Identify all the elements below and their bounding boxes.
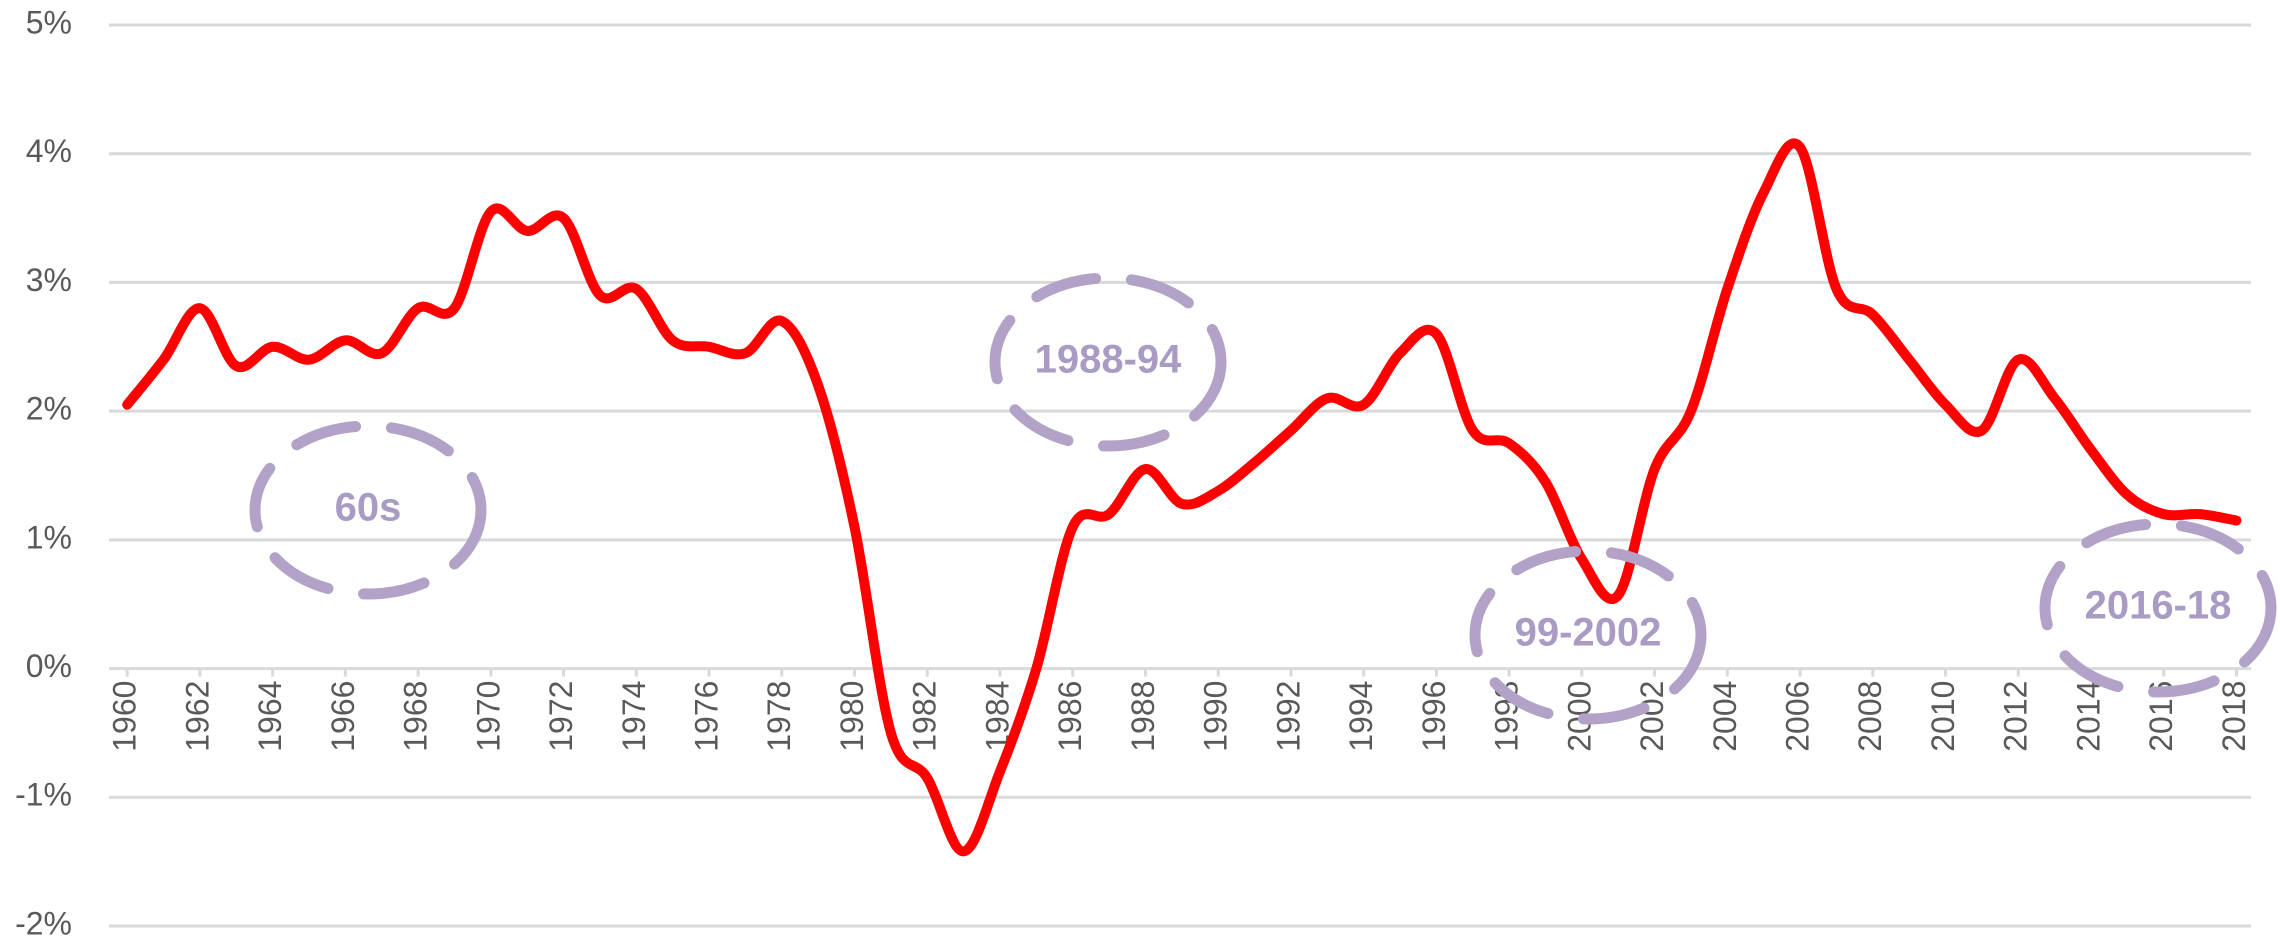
- y-tick-label: 4%: [26, 133, 72, 169]
- y-tick-label: -2%: [15, 905, 72, 941]
- x-tick-label: 1980: [834, 681, 870, 752]
- annotation: 99-2002: [1515, 611, 1662, 655]
- x-tick-label: 1964: [252, 681, 288, 752]
- annotation: 60s: [335, 486, 402, 530]
- x-tick-label: 2004: [1707, 681, 1743, 752]
- y-tick-label: 3%: [26, 262, 72, 298]
- x-tick-label: 2002: [1634, 681, 1670, 752]
- x-tick-label: 1960: [107, 681, 143, 752]
- x-tick-label: 1992: [1270, 681, 1306, 752]
- annotation-ellipse: [989, 272, 1227, 452]
- x-tick-label: 1976: [689, 681, 725, 752]
- line-series: [122, 138, 2242, 857]
- annotation: 1988-94: [1035, 338, 1183, 382]
- y-tick-label: 0%: [26, 648, 72, 684]
- x-tick-label: 1994: [1343, 681, 1379, 752]
- y-tick-label: -1%: [15, 777, 72, 813]
- x-tick-label: 1966: [325, 681, 361, 752]
- x-tick-label: 1962: [179, 681, 215, 752]
- x-tick-label: 1978: [761, 681, 797, 752]
- annotation: 2016-18: [2085, 584, 2232, 628]
- x-tick-label: 1988: [1125, 681, 1161, 752]
- x-tick-label: 1982: [907, 681, 943, 752]
- x-tick-label: 1970: [470, 681, 506, 752]
- y-tick-label: 5%: [26, 4, 72, 40]
- x-tick-label: 1968: [398, 681, 434, 752]
- x-tick-label: 1996: [1416, 681, 1452, 752]
- y-tick-label: 1%: [26, 519, 72, 555]
- annotation-ellipse: [1469, 545, 1707, 725]
- x-tick-label: 2012: [1998, 681, 2034, 752]
- annotation-ellipse: [249, 420, 487, 600]
- x-tick-label: 1990: [1198, 681, 1234, 752]
- x-tick-label: 2010: [1925, 681, 1961, 752]
- y-tick-label: 2%: [26, 391, 72, 427]
- x-tick-label: 2008: [1852, 681, 1888, 752]
- x-tick-label: 1972: [543, 681, 579, 752]
- x-tick-label: 2014: [2070, 681, 2106, 752]
- x-tick-label: 2018: [2216, 681, 2252, 752]
- x-tick-label: 1986: [1052, 681, 1088, 752]
- annotation-ellipse: [2039, 518, 2277, 698]
- x-tick-label: 2006: [1780, 681, 1816, 752]
- x-tick-label: 1974: [616, 681, 652, 752]
